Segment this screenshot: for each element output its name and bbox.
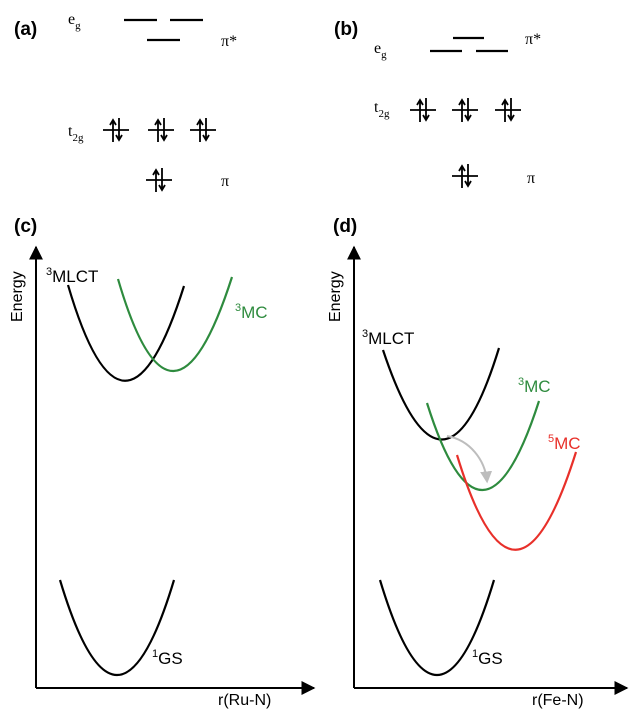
t2g-label: t2g	[374, 99, 390, 120]
panel-a-orbital-diagram: (a) eg π* t2g	[14, 11, 237, 192]
panel-c-label: (c)	[14, 216, 37, 237]
x-axis-title: r(Fe-N)	[532, 692, 584, 709]
ground-state-label: 1GS	[152, 648, 183, 668]
ground-state-curve	[378, 579, 496, 677]
panel-b-label: (b)	[334, 19, 358, 40]
ground-state-curve	[58, 579, 176, 677]
mc-triplet-label: 3MC	[235, 302, 268, 322]
mlct-triplet-label: 3MLCT	[362, 328, 414, 348]
paired-electrons-icon	[103, 118, 129, 142]
mlct-triplet-curve	[381, 347, 501, 441]
mc-triplet-label: 3MC	[518, 376, 551, 396]
eg-label: eg	[374, 40, 387, 61]
panel-b-orbital-diagram: (b) eg π* t2g	[334, 19, 541, 188]
pi-level-paired-electrons-icon	[146, 168, 172, 192]
mlct-triplet-label: 3MLCT	[46, 266, 98, 286]
mlct-triplet-curve	[66, 284, 186, 382]
y-axis-title: Energy	[9, 271, 26, 322]
eg-label: eg	[68, 11, 81, 32]
mc-triplet-curve	[425, 400, 541, 491]
pi-label: π	[527, 170, 535, 187]
mc-quintet-curve	[455, 451, 578, 551]
relaxation-arrow	[446, 435, 493, 484]
mc-triplet-curve	[116, 276, 234, 373]
mc-quintet-label: 5MC	[548, 433, 581, 453]
panel-d-label: (d)	[333, 216, 357, 237]
t2g-levels	[103, 118, 216, 142]
paired-electrons-icon	[148, 118, 174, 142]
pi-level-paired-electrons-icon	[452, 164, 478, 188]
t2g-levels	[410, 98, 521, 122]
y-axis-title: Energy	[327, 271, 344, 322]
pi-star-label: π*	[525, 31, 541, 48]
paired-electrons-icon	[495, 98, 521, 122]
ground-state-label: 1GS	[472, 648, 503, 668]
x-axis-title: r(Ru-N)	[218, 692, 271, 709]
paired-electrons-icon	[190, 118, 216, 142]
paired-electrons-icon	[410, 98, 436, 122]
panel-a-label: (a)	[14, 19, 37, 40]
t2g-label: t2g	[68, 123, 84, 144]
pi-star-label: π*	[221, 33, 237, 50]
panel-d-potential-energy-diagram: (d) Energy r(Fe-N) 3MLCT 3MC 5MC 1GS	[327, 216, 629, 709]
pi-label: π	[221, 173, 229, 190]
paired-electrons-icon	[452, 98, 478, 122]
panel-c-potential-energy-diagram: (c) Energy r(Ru-N) 3MLCT 3MC 1GS	[9, 216, 316, 709]
